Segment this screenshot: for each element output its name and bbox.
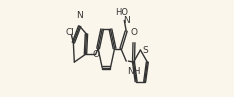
Text: O: O <box>131 28 137 37</box>
Text: S: S <box>142 45 148 55</box>
Text: O: O <box>92 50 99 59</box>
Text: HO: HO <box>115 8 128 17</box>
Text: NH: NH <box>127 67 140 76</box>
Text: N: N <box>123 16 130 25</box>
Text: Cl: Cl <box>66 29 74 37</box>
Text: N: N <box>76 11 83 20</box>
